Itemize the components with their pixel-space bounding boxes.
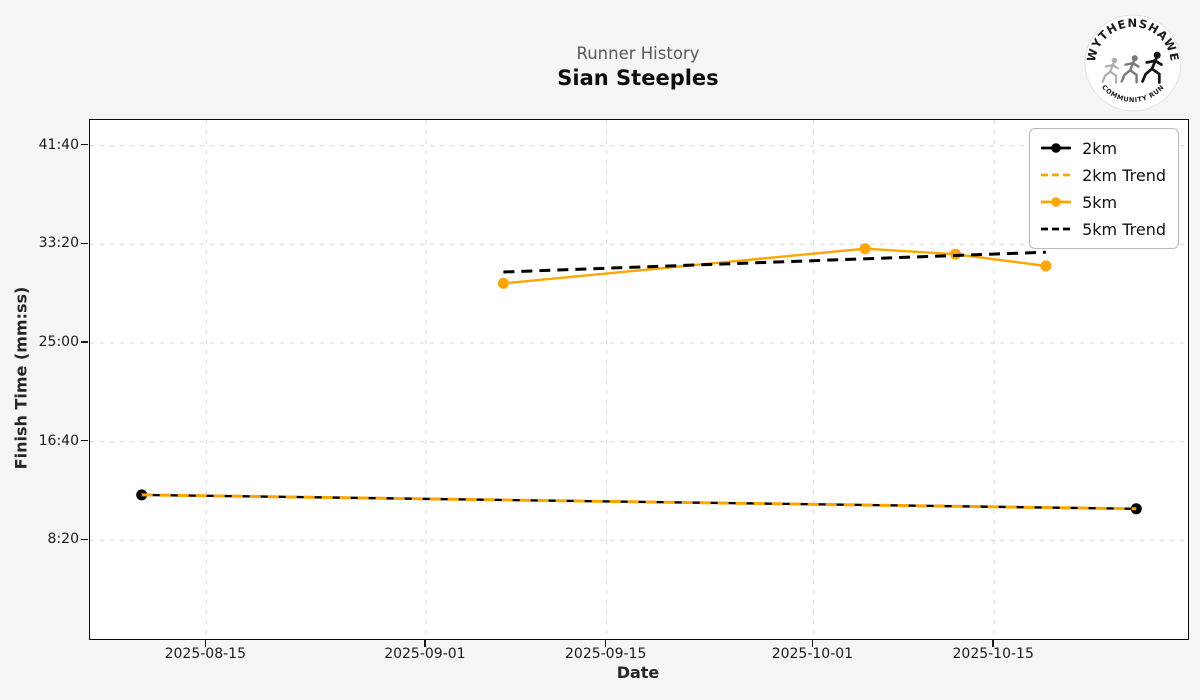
chart-subtitle: Runner History [576,44,700,63]
x-tick-label: 2025-09-01 [384,646,466,662]
y-tick-label: 16:40 [38,432,79,449]
series-line-5km [503,247,1047,285]
legend-item-2km-trend: 2km Trend [1040,165,1166,185]
y-tick-mark [81,439,88,442]
series-line-5km-trend [503,250,1046,274]
legend-item-5km-trend: 5km Trend [1040,219,1166,239]
plot-area: 2km 2km Trend 5km 5km Trend [89,119,1189,640]
legend-line-sample [1041,173,1072,177]
x-tick-mark [811,640,814,647]
x-tick-label: 2025-10-01 [771,646,854,662]
x-axis-label: Date [616,663,660,682]
chart-title: Sian Steeples [557,66,719,90]
legend-item-5km: 5km [1040,192,1166,212]
x-tick-mark [424,640,426,647]
y-tick-label: 8:20 [47,531,79,548]
y-tick-label: 33:20 [38,235,79,252]
x-tick-mark [992,640,994,647]
x-tick-mark [204,640,207,647]
x-tick-label: 2025-09-15 [565,646,647,662]
data-point-5km [1040,260,1052,272]
y-tick-label: 41:40 [38,136,79,153]
y-tick-mark [81,538,88,541]
legend-line-sample [1041,227,1072,231]
legend-label: 5km Trend [1082,219,1166,239]
community-run-logo: WYTHENSHAWE COMMUNITY RUN [1084,14,1182,112]
legend-item-2km: 2km [1040,138,1166,158]
data-point-5km [859,243,871,255]
runner-icon [1101,56,1119,84]
runner-icon [1120,54,1140,84]
legend-label: 2km [1082,138,1118,158]
legend-line-sample [1041,197,1072,207]
legend-label: 2km Trend [1082,165,1166,185]
legend-line-sample [1041,143,1072,153]
chart-legend: 2km 2km Trend 5km 5km Trend [1029,128,1179,249]
y-tick-mark [81,242,88,245]
x-tick-label: 2025-08-15 [164,646,246,662]
data-point-2km [136,489,148,501]
legend-label: 5km [1082,192,1118,212]
y-tick-label: 25:00 [38,334,79,350]
x-tick-label: 2025-10-15 [952,646,1034,662]
y-tick-mark [81,341,88,343]
series-line-2km-trend [141,493,1137,511]
chart-canvas [90,120,1188,639]
x-tick-mark [604,640,607,647]
runner-icon [1141,50,1163,84]
data-point-5km [497,277,509,289]
y-tick-mark [81,143,88,146]
